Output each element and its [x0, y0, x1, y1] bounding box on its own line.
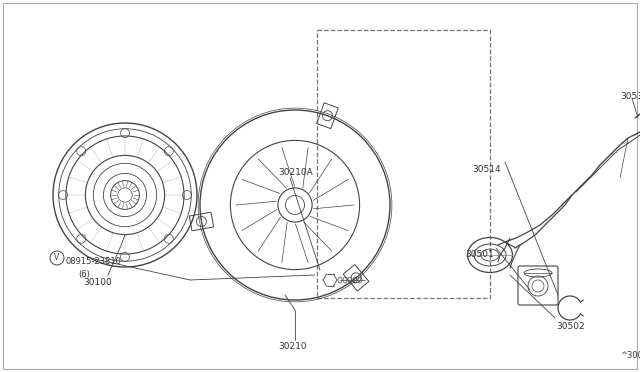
- Text: 30100: 30100: [84, 278, 113, 287]
- Text: ^300^0069: ^300^0069: [620, 351, 640, 360]
- Bar: [189, 212, 214, 231]
- Text: 30531: 30531: [620, 92, 640, 101]
- Bar: [317, 103, 339, 129]
- Text: V: V: [54, 253, 60, 263]
- Text: 08915-23810: 08915-23810: [65, 257, 121, 266]
- Bar: [343, 264, 369, 291]
- Text: 30502: 30502: [556, 322, 584, 331]
- Text: 30501: 30501: [465, 250, 493, 259]
- Text: 30210: 30210: [278, 342, 307, 351]
- Text: 30210A: 30210A: [278, 168, 313, 177]
- Text: 30514: 30514: [472, 165, 500, 174]
- Text: (6): (6): [78, 270, 90, 279]
- Bar: [317, 30, 490, 298]
